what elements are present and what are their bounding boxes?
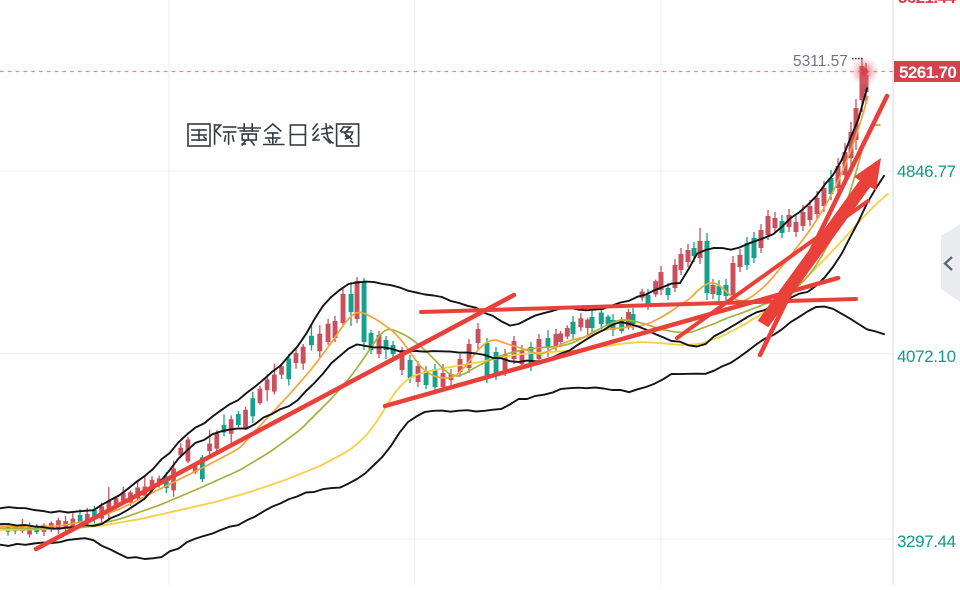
svg-text:4846.77: 4846.77: [897, 162, 956, 181]
svg-text:5261.70: 5261.70: [899, 63, 956, 82]
svg-text:3297.44: 3297.44: [897, 532, 956, 551]
svg-text:4072.10: 4072.10: [897, 347, 956, 366]
svg-text:5311.57: 5311.57: [793, 53, 848, 70]
svg-text:5621.44: 5621.44: [898, 0, 956, 7]
